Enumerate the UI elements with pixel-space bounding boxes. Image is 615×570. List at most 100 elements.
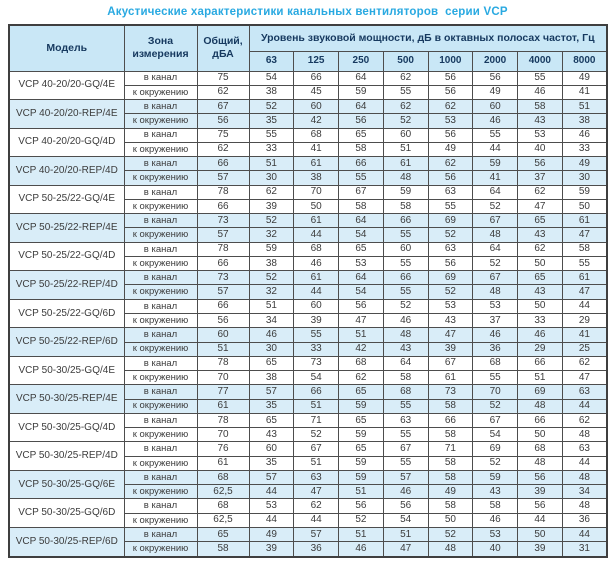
sound-power-value: 58 (561, 241, 608, 257)
header-row-main: Модель Зона измерения Общий, дБА Уровень… (8, 24, 608, 72)
measurement-zone: к окружению (123, 84, 198, 101)
table-row: VCP 50-30/25-GQ/4E в канал 78 65 73 68 64 67 68 6… (8, 355, 608, 386)
sound-power-value: 60 (293, 99, 339, 115)
sound-power-value: 50 (293, 198, 339, 215)
sound-power-value: 66 (382, 270, 429, 286)
table-row: VCP 50-25/22-REP/6D в канал 60 46 55 51 48 47 46… (8, 327, 608, 357)
sound-power-value: 49 (427, 484, 474, 500)
sound-power-value: 55 (248, 127, 295, 143)
table-row: VCP 50-25/22-REP/4D в канал 73 52 61 64 66 69 67… (8, 270, 608, 300)
sound-power-value: 67 (472, 213, 518, 229)
table-row: к окружению 70 38 54 62 58 61 55 51 47 (9, 370, 608, 386)
sound-power-value: 38 (248, 370, 295, 386)
header-zone: Зона измерения (123, 24, 198, 72)
sound-power-value: 57 (293, 526, 339, 543)
sound-power-value: 70 (293, 184, 339, 200)
sound-power-value: 48 (472, 227, 518, 243)
measurement-zone: к окружению (123, 141, 198, 158)
sound-power-value: 69 (472, 441, 518, 457)
sound-power-value: 65 (517, 213, 563, 229)
model-name: VCP 50-25/22-REP/4D (8, 270, 125, 300)
sound-power-value: 44 (561, 455, 608, 471)
sound-power-value: 46 (517, 327, 563, 343)
sound-power-value: 44 (561, 298, 608, 315)
sound-power-value: 56 (427, 170, 474, 186)
sound-power-value: 68 (517, 441, 563, 457)
table-row: VCP 40-20/20-GQ/4E в канал 75 54 66 64 62 56 56 5… (8, 70, 608, 101)
model-name: VCP 40-20/20-GQ/4D (8, 127, 125, 158)
sound-power-value: 56 (338, 298, 384, 315)
table-row: VCP 50-30/25-GQ/6D в канал 68 53 62 56 56 58 58 5… (8, 498, 608, 528)
sound-power-value: 33 (561, 141, 608, 158)
total-dba-value: 62,5 (196, 512, 250, 529)
sound-power-value: 60 (382, 241, 429, 257)
header-frequency: 500 (382, 50, 429, 72)
sound-power-value: 46 (517, 84, 563, 101)
total-dba-value: 75 (196, 127, 250, 143)
sound-power-value: 61 (561, 213, 608, 229)
sound-power-value: 59 (338, 427, 384, 443)
total-dba-value: 73 (196, 270, 250, 286)
sound-power-value: 64 (338, 70, 384, 86)
sound-power-value: 56 (472, 70, 518, 86)
measurement-zone: в канал (123, 241, 198, 257)
sound-power-value: 48 (561, 469, 608, 486)
sound-power-value: 50 (561, 198, 608, 215)
total-dba-value: 77 (196, 384, 250, 400)
sound-power-value: 46 (472, 512, 518, 529)
model-name: VCP 50-30/25-REP/4D (8, 441, 125, 471)
model-name: VCP 50-25/22-GQ/4E (8, 184, 125, 215)
measurement-zone: к окружению (123, 541, 198, 558)
measurement-zone: в канал (123, 412, 198, 429)
measurement-zone: в канал (123, 526, 198, 543)
sound-power-value: 51 (338, 327, 384, 343)
sound-power-value: 55 (517, 70, 563, 86)
sound-power-value: 53 (517, 127, 563, 143)
sound-power-value: 47 (382, 541, 429, 558)
sound-power-value: 61 (293, 156, 339, 172)
sound-power-value: 36 (293, 541, 339, 558)
sound-power-value: 57 (382, 469, 429, 486)
table-row: VCP 50-30/25-REP/6D в канал 65 49 57 51 51 52 53… (8, 526, 608, 558)
sound-power-value: 39 (248, 541, 295, 558)
sound-power-value: 62 (293, 498, 339, 514)
sound-power-value: 53 (427, 298, 474, 315)
sound-power-value: 64 (382, 355, 429, 372)
sound-power-value: 51 (338, 484, 384, 500)
sound-power-value: 52 (472, 398, 518, 414)
total-dba-value: 57 (196, 170, 250, 186)
sound-power-value: 39 (517, 541, 563, 558)
total-dba-value: 70 (196, 370, 250, 386)
sound-power-value: 64 (338, 99, 384, 115)
sound-power-value: 50 (427, 512, 474, 529)
total-dba-value: 56 (196, 313, 250, 329)
sound-power-value: 59 (561, 184, 608, 200)
model-name: VCP 40-20/20-GQ/4E (8, 70, 125, 101)
sound-power-value: 30 (248, 341, 295, 357)
sound-power-value: 50 (517, 298, 563, 315)
measurement-zone: в канал (123, 270, 198, 286)
sound-power-value: 64 (472, 184, 518, 200)
sound-power-value: 62 (427, 156, 474, 172)
sound-power-value: 44 (561, 398, 608, 414)
sound-power-value: 44 (517, 512, 563, 529)
table-row: VCP 40-20/20-REP/4E в канал 67 52 60 64 62 62 60… (8, 99, 608, 129)
sound-power-value: 43 (472, 484, 518, 500)
total-dba-value: 78 (196, 241, 250, 257)
sound-power-value: 33 (293, 341, 339, 357)
sound-power-value: 65 (517, 270, 563, 286)
sound-power-value: 53 (427, 113, 474, 129)
sound-power-value: 71 (293, 412, 339, 429)
table-row: к окружению 70 43 52 59 55 58 54 50 48 (9, 427, 608, 443)
measurement-zone: к окружению (123, 427, 198, 443)
sound-power-value: 65 (338, 412, 384, 429)
sound-power-value: 58 (427, 427, 474, 443)
sound-power-value: 63 (427, 241, 474, 257)
sound-power-value: 46 (382, 484, 429, 500)
sound-power-value: 49 (472, 84, 518, 101)
sound-power-value: 52 (427, 284, 474, 300)
sound-power-value: 63 (293, 469, 339, 486)
sound-power-value: 58 (382, 198, 429, 215)
total-dba-value: 61 (196, 455, 250, 471)
sound-power-value: 47 (338, 313, 384, 329)
